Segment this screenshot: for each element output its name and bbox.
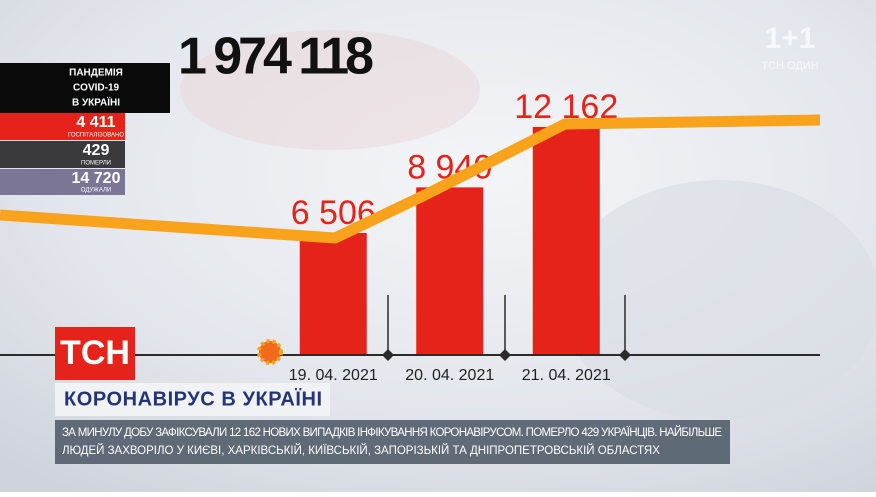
x-tick-label: 21. 04. 2021 xyxy=(522,367,611,384)
background-blur xyxy=(180,30,480,150)
stats-header xyxy=(0,63,170,113)
channel-sub: ТСН ОДИН xyxy=(761,60,818,72)
ticker-line: ЛЮДЕЙ ЗАХВОРІЛО У КИЄВІ, ХАРКІВСЬКІЙ, КИ… xyxy=(62,444,660,457)
stat-value: 4 411 xyxy=(76,114,115,131)
ticker-line: ЗА МИНУЛУ ДОБУ ЗАФІКСУВАЛИ 12 162 НОВИХ … xyxy=(62,426,722,439)
program-logo-box xyxy=(55,327,135,380)
stat-box xyxy=(0,141,125,168)
x-tick-label: 20. 04. 2021 xyxy=(405,367,494,384)
total-count: 1 974 118 xyxy=(178,28,374,86)
stat-box xyxy=(0,169,125,195)
x-tick-label: 19. 04. 2021 xyxy=(289,367,378,384)
stat-value: 14 720 xyxy=(72,170,121,187)
background-blur xyxy=(560,180,876,420)
ticker-box xyxy=(55,420,730,464)
headline: КОРОНАВІРУС В УКРАЇНІ xyxy=(64,387,322,410)
stat-label: ПОМЕРЛИ xyxy=(81,161,111,167)
bar xyxy=(532,126,600,356)
stats-title: ПАНДЕМІЯ xyxy=(69,68,123,79)
stat-box xyxy=(0,113,125,140)
channel-logo: 1+1 xyxy=(765,22,816,55)
stat-label: ГОСПІТАЛІЗОВАНО xyxy=(68,133,124,139)
trend-line xyxy=(0,114,821,244)
stat-label: ОДУЖАЛИ xyxy=(81,188,111,194)
bar xyxy=(299,233,367,355)
stats-title: COVID-19 xyxy=(73,83,120,94)
stats-title: В УКРАЇНІ xyxy=(72,96,120,109)
stat-value: 429 xyxy=(83,142,110,159)
virus-icon xyxy=(257,339,283,365)
timeline-marker xyxy=(382,349,631,361)
bar xyxy=(416,187,484,355)
program-logo: ТСН xyxy=(60,334,130,372)
headline-box xyxy=(55,383,330,416)
